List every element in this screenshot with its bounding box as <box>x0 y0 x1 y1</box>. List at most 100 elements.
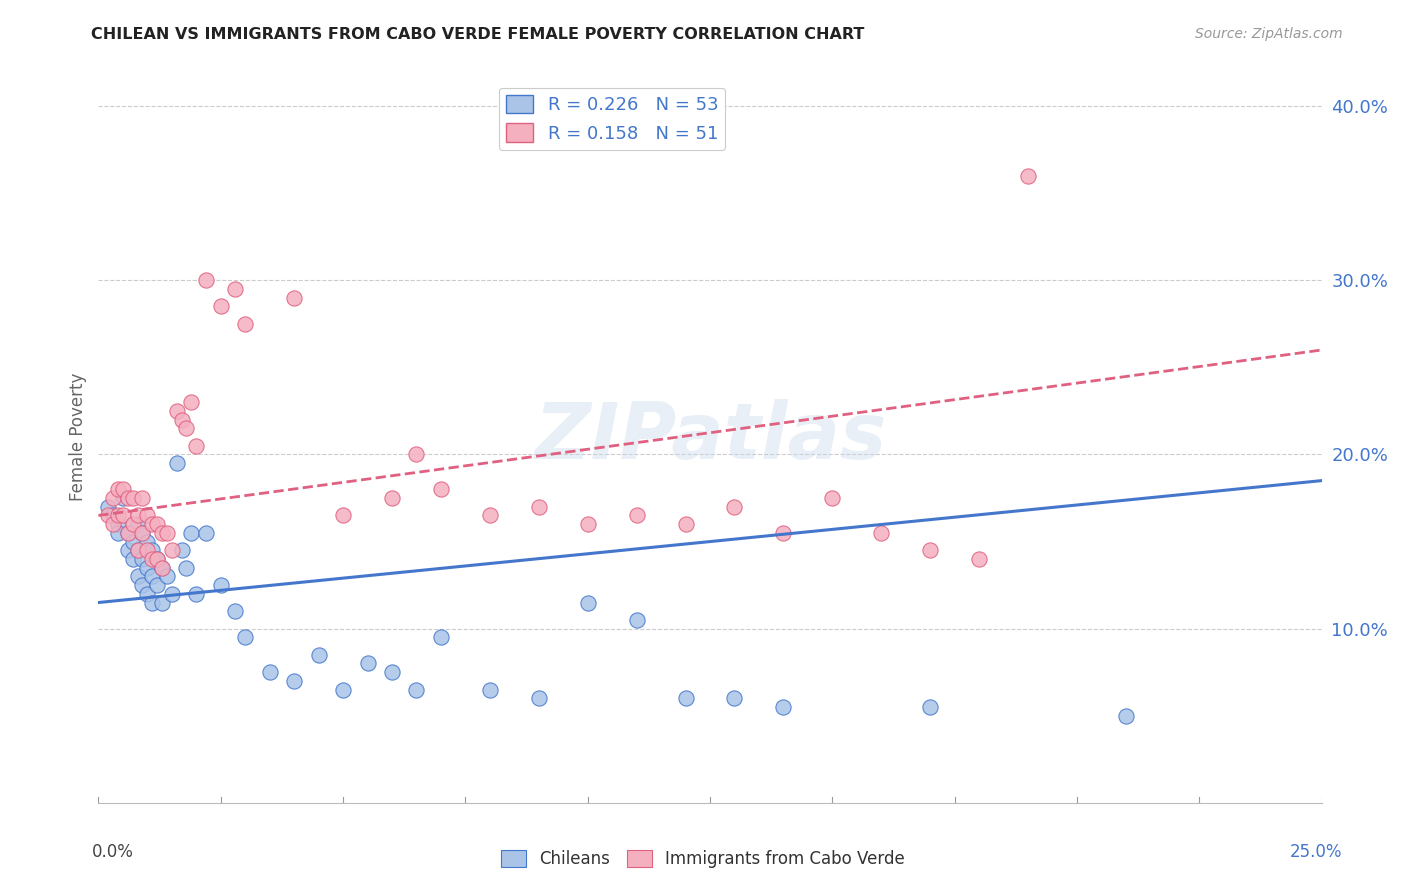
Point <box>332 508 354 523</box>
Point <box>127 543 149 558</box>
Point <box>180 525 202 540</box>
Point <box>121 534 143 549</box>
Point <box>356 657 378 671</box>
Point <box>430 483 453 497</box>
Point <box>136 543 159 558</box>
Point <box>176 560 198 574</box>
Point <box>121 491 143 505</box>
Point <box>107 508 129 523</box>
Point <box>141 552 163 566</box>
Point <box>146 578 169 592</box>
Point <box>332 682 354 697</box>
Point <box>111 491 134 505</box>
Point <box>195 273 218 287</box>
Point <box>117 525 139 540</box>
Point <box>160 587 183 601</box>
Point <box>156 525 179 540</box>
Point <box>150 595 173 609</box>
Point <box>723 500 745 514</box>
Point <box>283 291 305 305</box>
Point <box>136 508 159 523</box>
Point <box>626 508 648 523</box>
Point <box>146 552 169 566</box>
Point <box>675 517 697 532</box>
Point <box>920 700 942 714</box>
Point <box>160 543 183 558</box>
Point <box>117 543 139 558</box>
Point <box>772 525 794 540</box>
Text: Source: ZipAtlas.com: Source: ZipAtlas.com <box>1195 27 1343 41</box>
Point <box>259 665 281 680</box>
Point <box>626 613 648 627</box>
Point <box>405 682 427 697</box>
Point <box>150 560 173 574</box>
Point <box>209 578 232 592</box>
Legend: R = 0.226   N = 53, R = 0.158   N = 51: R = 0.226 N = 53, R = 0.158 N = 51 <box>499 87 725 150</box>
Point <box>195 525 218 540</box>
Point <box>146 552 169 566</box>
Text: ZIPatlas: ZIPatlas <box>534 399 886 475</box>
Point <box>478 682 501 697</box>
Point <box>117 525 139 540</box>
Legend: Chileans, Immigrants from Cabo Verde: Chileans, Immigrants from Cabo Verde <box>495 843 911 875</box>
Point <box>576 595 599 609</box>
Point <box>127 508 149 523</box>
Point <box>146 517 169 532</box>
Point <box>527 500 550 514</box>
Point <box>150 560 173 574</box>
Text: 25.0%: 25.0% <box>1291 843 1343 861</box>
Point <box>170 412 193 426</box>
Point <box>141 595 163 609</box>
Point <box>405 448 427 462</box>
Point <box>675 691 697 706</box>
Point <box>141 543 163 558</box>
Point <box>186 587 208 601</box>
Point <box>111 508 134 523</box>
Point <box>131 525 153 540</box>
Point <box>576 517 599 532</box>
Point <box>209 300 232 314</box>
Point <box>121 517 143 532</box>
Point <box>156 569 179 583</box>
Point <box>723 691 745 706</box>
Point <box>180 395 202 409</box>
Point <box>136 534 159 549</box>
Text: CHILEAN VS IMMIGRANTS FROM CABO VERDE FEMALE POVERTY CORRELATION CHART: CHILEAN VS IMMIGRANTS FROM CABO VERDE FE… <box>91 27 865 42</box>
Point <box>967 552 990 566</box>
Point <box>870 525 893 540</box>
Point <box>107 517 129 532</box>
Point <box>127 517 149 532</box>
Point <box>381 491 404 505</box>
Point <box>136 587 159 601</box>
Point <box>131 525 153 540</box>
Point <box>186 439 208 453</box>
Point <box>176 421 198 435</box>
Point <box>141 517 163 532</box>
Point <box>131 491 153 505</box>
Point <box>478 508 501 523</box>
Point <box>141 569 163 583</box>
Point <box>308 648 330 662</box>
Point <box>283 673 305 688</box>
Point <box>101 517 124 532</box>
Text: 0.0%: 0.0% <box>91 843 134 861</box>
Point <box>233 317 256 331</box>
Point <box>117 491 139 505</box>
Point <box>131 552 153 566</box>
Point <box>1115 708 1137 723</box>
Point <box>150 525 173 540</box>
Point <box>127 543 149 558</box>
Point <box>772 700 794 714</box>
Point <box>101 508 124 523</box>
Point <box>166 456 188 470</box>
Point <box>381 665 404 680</box>
Point <box>1017 169 1039 183</box>
Point <box>97 508 120 523</box>
Point <box>107 525 129 540</box>
Point <box>101 491 124 505</box>
Point <box>170 543 193 558</box>
Point <box>166 404 188 418</box>
Point <box>430 631 453 645</box>
Point <box>224 604 246 618</box>
Point <box>127 569 149 583</box>
